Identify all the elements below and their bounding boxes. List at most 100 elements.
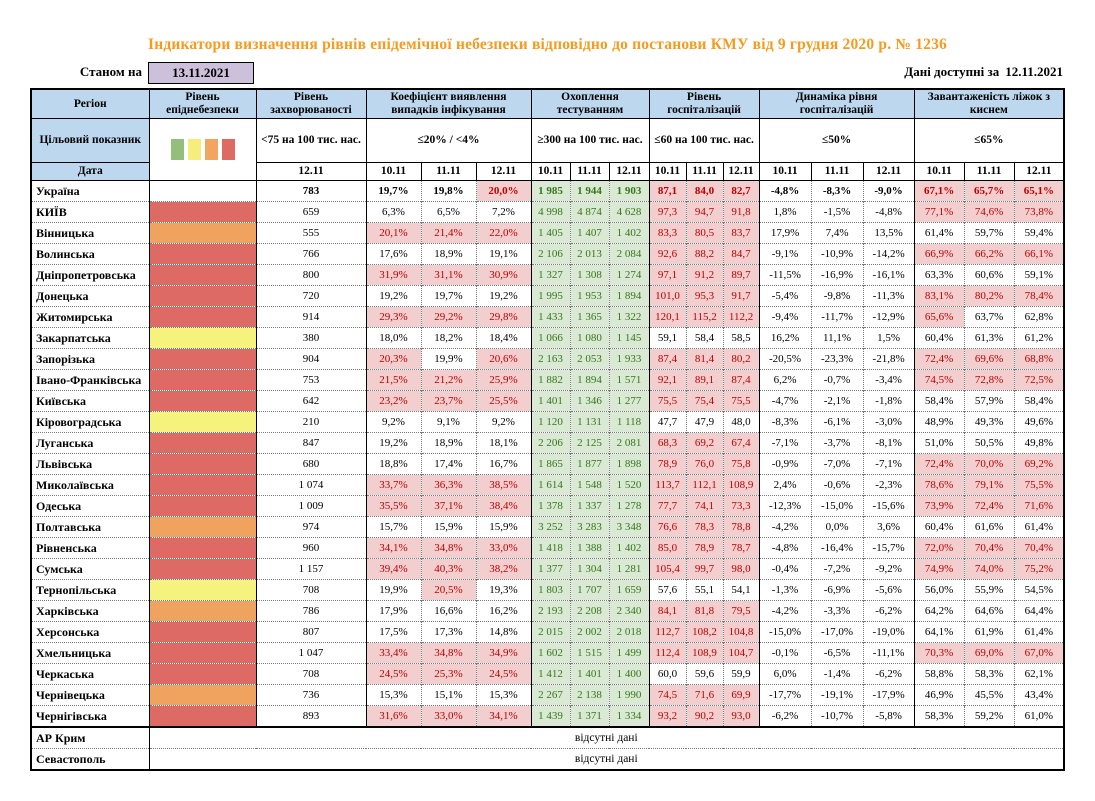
hospitalization-cell: 76,6 xyxy=(648,516,687,538)
hosp-dynamics-cell: -9,8% xyxy=(810,285,864,307)
hospitalization-cell: 58,5 xyxy=(722,327,760,349)
region-name-cell: Одеська xyxy=(31,495,149,517)
oxygen-beds-cell: 73,9% xyxy=(913,495,965,517)
header-hospitalization: Рівень госпіталізацій xyxy=(648,88,760,120)
region-name-cell: КИЇВ xyxy=(31,201,149,223)
header-date-label: Дата xyxy=(30,162,150,182)
hospitalization-cell: 78,3 xyxy=(685,516,724,538)
table-row-no-data: АР Крим відсутні дані xyxy=(31,726,1065,749)
detection-coef-cell: 17,3% xyxy=(420,621,476,643)
hospitalization-cell: 115,2 xyxy=(685,306,724,328)
epi-level-cell xyxy=(148,285,256,307)
detection-coef-cell: 34,1% xyxy=(475,705,531,728)
hospitalization-cell: 78,9 xyxy=(648,453,687,475)
date-cell: 10.11 xyxy=(648,162,687,182)
hosp-dynamics-cell: 1,5% xyxy=(862,327,915,349)
table-row: Одеська 1 009 35,5% 37,1% 38,4% 1 378 1 337 1 2… xyxy=(31,495,1065,517)
detection-coef-cell: 21,5% xyxy=(365,369,421,391)
hospitalization-cell: 97,1 xyxy=(648,264,687,286)
oxygen-beds-cell: 59,1% xyxy=(1013,264,1065,286)
page-title: Індикатори визначення рівнів епідемічної… xyxy=(147,36,948,53)
hosp-dynamics-cell: 16,2% xyxy=(758,327,812,349)
detection-coef-cell: 19,9% xyxy=(365,579,421,601)
oxygen-beds-cell: 55,9% xyxy=(963,579,1015,601)
hospitalization-cell: 74,5 xyxy=(648,684,687,706)
epi-level-cell xyxy=(148,180,256,202)
testing-cell: 1 365 xyxy=(569,306,609,328)
incidence-value-cell: 720 xyxy=(255,285,366,307)
detection-coef-cell: 21,2% xyxy=(420,369,476,391)
region-name-cell: Хмельницька xyxy=(31,642,149,664)
region-name-cell: Волинська xyxy=(31,243,149,265)
epi-level-cell xyxy=(148,579,256,601)
detection-coef-cell: 24,5% xyxy=(365,663,421,685)
header-hosp-dynamics: Динаміка рівня госпіталізацій xyxy=(758,88,915,120)
detection-coef-cell: 16,6% xyxy=(420,600,476,622)
hosp-dynamics-cell: -15,6% xyxy=(862,495,915,517)
hosp-dynamics-cell: -19,1% xyxy=(810,684,864,706)
oxygen-beds-cell: 72,0% xyxy=(913,537,965,559)
hosp-dynamics-cell: -16,1% xyxy=(862,264,915,286)
testing-cell: 1 377 xyxy=(530,558,570,580)
region-name-cell: Житомирська xyxy=(31,306,149,328)
testing-cell: 2 193 xyxy=(530,600,570,622)
data-available-date: 12.11.2021 xyxy=(1005,64,1063,79)
table-row: Чернігівська 893 31,6% 33,0% 34,1% 1 439 1 371… xyxy=(31,705,1065,728)
hosp-dynamics-cell: -0,1% xyxy=(758,642,812,664)
oxygen-beds-cell: 58,4% xyxy=(913,390,965,412)
testing-cell: 1 548 xyxy=(569,474,609,496)
hospitalization-cell: 91,7 xyxy=(722,285,760,307)
hosp-dynamics-cell: 11,1% xyxy=(810,327,864,349)
legend-red-swatch xyxy=(221,139,235,161)
testing-cell: 1 334 xyxy=(608,705,650,728)
hosp-dynamics-cell: -9,2% xyxy=(862,558,915,580)
hospitalization-cell: 112,1 xyxy=(685,474,724,496)
testing-cell: 1 327 xyxy=(530,264,570,286)
data-available: Дані доступні за 12.11.2021 xyxy=(898,64,1063,80)
region-name-cell: Полтавська xyxy=(31,516,149,538)
hospitalization-cell: 99,7 xyxy=(685,558,724,580)
table-row: Луганська 847 19,2% 18,9% 18,1% 2 206 2 125 2 0… xyxy=(31,432,1065,454)
hosp-dynamics-cell: -8,3% xyxy=(810,180,864,202)
table-row: Кіровоградська 210 9,2% 9,1% 9,2% 1 120 1 131 1… xyxy=(31,411,1065,433)
hospitalization-cell: 92,6 xyxy=(648,243,687,265)
hosp-dynamics-cell: -10,9% xyxy=(810,243,864,265)
oxygen-beds-cell: 63,7% xyxy=(963,306,1015,328)
date-cell: 10.11 xyxy=(913,162,965,182)
table-row: Запорізька 904 20,3% 19,9% 20,6% 2 163 2 053 1 … xyxy=(31,348,1065,370)
detection-coef-cell: 15,9% xyxy=(475,516,531,538)
testing-cell: 1 337 xyxy=(569,495,609,517)
oxygen-beds-cell: 67,1% xyxy=(913,180,965,202)
table-row: Львівська 680 18,8% 17,4% 16,7% 1 865 1 877 1 8… xyxy=(31,453,1065,475)
hospitalization-cell: 69,9 xyxy=(722,684,760,706)
oxygen-beds-cell: 60,6% xyxy=(963,264,1015,286)
testing-cell: 1 308 xyxy=(569,264,609,286)
hosp-dynamics-cell: 7,4% xyxy=(810,222,864,244)
detection-coef-cell: 19,7% xyxy=(365,180,421,202)
oxygen-beds-cell: 70,3% xyxy=(913,642,965,664)
testing-cell: 1 131 xyxy=(569,411,609,433)
region-name-cell: Дніпропетровська xyxy=(31,264,149,286)
oxygen-beds-cell: 45,5% xyxy=(963,684,1015,706)
table-row: Вінницька 555 20,1% 21,4% 22,0% 1 405 1 407 1 4… xyxy=(31,222,1065,244)
hospitalization-cell: 54,1 xyxy=(722,579,760,601)
oxygen-beds-cell: 75,2% xyxy=(1013,558,1065,580)
region-name-cell: Тернопільська xyxy=(31,579,149,601)
incidence-value-cell: 800 xyxy=(255,264,366,286)
hospitalization-cell: 78,8 xyxy=(722,516,760,538)
header-oxygen-beds: Завантаженість ліжок з киснем xyxy=(913,88,1065,120)
hosp-dynamics-cell: -4,7% xyxy=(758,390,812,412)
hospitalization-cell: 83,3 xyxy=(648,222,687,244)
hosp-dynamics-cell: -9,0% xyxy=(862,180,915,202)
testing-cell: 1 322 xyxy=(608,306,650,328)
testing-cell: 2 013 xyxy=(569,243,609,265)
detection-coef-cell: 19,3% xyxy=(475,579,531,601)
hospitalization-cell: 68,3 xyxy=(648,432,687,454)
detection-coef-cell: 15,9% xyxy=(420,516,476,538)
testing-cell: 1 898 xyxy=(608,453,650,475)
hospitalization-cell: 76,0 xyxy=(685,453,724,475)
testing-cell: 2 163 xyxy=(530,348,570,370)
table-row: Харківська 786 17,9% 16,6% 16,2% 2 193 2 208 2 … xyxy=(31,600,1065,622)
oxygen-beds-cell: 49,8% xyxy=(1013,432,1065,454)
detection-coef-cell: 19,8% xyxy=(420,180,476,202)
